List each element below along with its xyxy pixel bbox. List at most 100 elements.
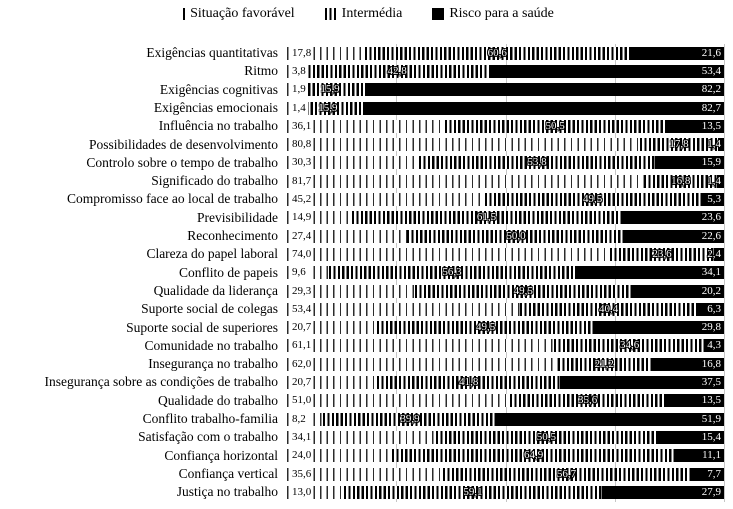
value-label-intermedia: 61,5	[476, 211, 497, 224]
value-label-risco: 2,4	[707, 247, 721, 260]
value-label-intermedia: 34,6	[619, 339, 640, 352]
stacked-bar: 17,8 60,6 21,6	[287, 46, 724, 60]
value-label-intermedia: 59,1	[463, 485, 483, 498]
value-label-favoravel: 74,0	[290, 247, 314, 261]
value-label-risco: 82,2	[701, 83, 721, 96]
value-label-favoravel: 81,7	[290, 174, 314, 188]
chart-row: Qualidade da liderança 29,3 49,5 20,2	[0, 282, 733, 300]
category-label: Compromisso face ao local de trabalho	[66, 191, 278, 207]
segment-risco	[631, 284, 724, 298]
category-label: Conflito de papeis	[179, 264, 278, 280]
stacked-bar: 8,2 39,9 51,9	[287, 412, 724, 426]
value-label-risco: 51,9	[701, 412, 721, 425]
chart-row: Clareza do papel laboral 74,0 23,6 2,4	[0, 245, 733, 263]
segment-intermedia	[293, 101, 363, 115]
segment-favoravel	[287, 174, 645, 188]
value-label-risco: 22,6	[701, 229, 721, 242]
stacked-bar: 34,1 50,5 15,4	[287, 430, 724, 444]
segment-risco	[654, 156, 724, 170]
chart-row: Suporte social de colegas 53,4 40,4 6,3	[0, 300, 733, 318]
category-label: Exigências quantitativas	[146, 45, 278, 60]
legend-item-favoravel: Situação favorável	[179, 6, 295, 22]
segment-favoravel	[287, 284, 416, 298]
value-label-intermedia: 42,8	[387, 64, 407, 77]
segment-favoravel	[287, 357, 558, 371]
chart-row: Previsibilidade 14,9 61,5 23,6	[0, 209, 733, 227]
segment-intermedia	[406, 229, 626, 243]
stacked-bar: 20,7 41,8 37,5	[287, 376, 724, 390]
value-label-risco: 15,4	[701, 430, 721, 443]
chart-row: Qualidade do trabalho 51,0 35,6 13,5	[0, 392, 733, 410]
value-label-risco: 21,6	[701, 46, 721, 59]
risco-pattern-icon	[432, 8, 445, 20]
value-label-favoravel: 30,3	[290, 156, 314, 170]
segment-risco	[665, 119, 724, 133]
segment-favoravel	[287, 339, 554, 353]
stacked-bar: 30,3 53,8 15,9	[287, 156, 724, 170]
value-label-risco: 29,8	[701, 321, 721, 334]
value-label-intermedia: 50,5	[545, 119, 565, 132]
segment-favoravel	[287, 394, 510, 408]
value-label-intermedia: 50,0	[506, 229, 526, 242]
value-label-risco: 37,5	[701, 376, 721, 389]
value-label-risco: 16,8	[701, 357, 721, 370]
segment-favoravel	[287, 156, 420, 170]
chart-row: Confiança horizontal 24,0 64,9 11,1	[0, 447, 733, 465]
legend-label-risco: Risco para a saúde	[449, 6, 554, 21]
value-label-favoravel: 45,2	[290, 193, 314, 207]
stacked-bar: 14,9 61,5 23,6	[287, 211, 724, 225]
segment-intermedia	[419, 156, 655, 170]
chart-row: Significado do trabalho 81,7 16,8 1,4	[0, 172, 733, 190]
chart-row: Compromisso face ao local de trabalho 45,…	[0, 190, 733, 208]
segment-favoravel	[287, 467, 443, 481]
value-label-intermedia: 40,4	[599, 302, 619, 315]
segment-intermedia	[557, 357, 651, 371]
value-label-intermedia: 53,8	[527, 156, 547, 169]
segment-risco	[665, 394, 724, 408]
value-label-intermedia: 16,8	[671, 174, 691, 187]
stacked-bar: 74,0 23,6 2,4	[287, 247, 724, 261]
segment-intermedia	[364, 46, 630, 60]
segment-risco	[696, 302, 724, 316]
value-label-risco: 7,7	[707, 467, 721, 480]
category-label: Confiança vertical	[178, 465, 278, 481]
value-label-risco: 15,9	[701, 156, 721, 169]
stacked-bar: 36,1 50,5 13,5	[287, 119, 724, 133]
category-label: Comunidade no trabalho	[144, 337, 278, 353]
value-label-intermedia: 64,9	[524, 449, 544, 462]
segment-intermedia	[322, 412, 498, 426]
segment-risco	[717, 174, 724, 188]
category-label: Confiança horizontal	[164, 447, 278, 463]
category-label: Qualidade da liderança	[153, 282, 278, 298]
value-label-intermedia: 39,9	[400, 412, 420, 425]
segment-risco	[700, 193, 724, 207]
value-label-risco: 20,2	[701, 284, 721, 297]
chart-legend: Situação favorável Intermédia Risco para…	[0, 6, 733, 22]
segment-favoravel	[287, 247, 611, 261]
category-label: Possibilidades de desenvolvimento	[89, 136, 278, 152]
value-label-risco: 4,3	[707, 339, 721, 352]
segment-risco	[675, 449, 724, 463]
value-label-intermedia: 17,8	[669, 138, 689, 151]
segment-risco	[656, 430, 724, 444]
segment-risco	[497, 412, 724, 426]
value-label-risco: 13,5	[701, 394, 721, 407]
chart-row: Conflito trabalho-familia 8,2 39,9 51,9	[0, 410, 733, 428]
stacked-bar: 53,4 40,4 6,3	[287, 302, 724, 316]
category-label: Insegurança sobre as condições de trabal…	[44, 374, 278, 390]
category-label: Clareza do papel laboral	[146, 246, 278, 262]
value-label-favoravel: 35,6	[290, 467, 314, 481]
value-label-risco: 1,4	[707, 174, 721, 187]
value-label-intermedia: 56,7	[556, 467, 577, 480]
segment-intermedia	[303, 64, 491, 78]
chart-row: Satisfação com o trabalho 34,1 50,5 15,4	[0, 428, 733, 446]
segment-intermedia	[520, 302, 697, 316]
stacked-bar: 3,8 42,8 53,4	[287, 64, 724, 78]
segment-intermedia	[436, 430, 657, 444]
value-label-risco: 1,4	[707, 138, 721, 151]
segment-intermedia	[640, 138, 718, 152]
chart-row: Confiança vertical 35,6 56,7 7,7	[0, 465, 733, 483]
plot-area: Exigências quantitativas 17,8 60,6 21,6 Ritm…	[0, 44, 733, 502]
segment-risco	[593, 321, 724, 335]
